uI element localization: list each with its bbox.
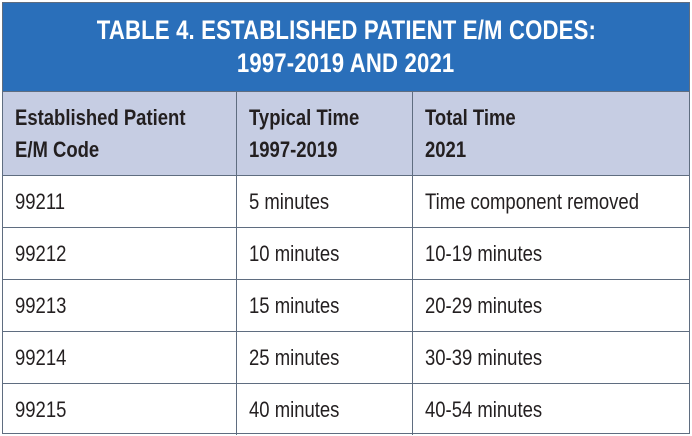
header-row: Established Patient E/M Code Typical Tim… xyxy=(3,92,689,176)
header-typical-line-1: Typical Time xyxy=(248,104,359,130)
cell-code-text: 99213 xyxy=(15,292,67,318)
cell-typical-text: 5 minutes xyxy=(248,188,329,214)
cell-total-text: 30-39 minutes xyxy=(424,344,542,370)
cell-total-text: 20-29 minutes xyxy=(424,292,542,318)
cell-typical-time: 5 minutes xyxy=(235,175,413,228)
table-row: 99214 25 minutes 30-39 minutes xyxy=(3,331,689,384)
table-header: Established Patient E/M Code Typical Tim… xyxy=(3,92,689,176)
cell-typical-time: 25 minutes xyxy=(235,331,413,384)
cell-total-time: 30-39 minutes xyxy=(411,331,689,384)
cell-total-text: 10-19 minutes xyxy=(424,240,542,266)
header-typical-line-2: 1997-2019 xyxy=(248,136,337,162)
cell-code: 99213 xyxy=(3,279,237,332)
cell-typical-text: 25 minutes xyxy=(248,344,339,370)
table-title-bar: TABLE 4. ESTABLISHED PATIENT E/M CODES: … xyxy=(3,3,689,92)
cell-total-time: 40-54 minutes xyxy=(411,383,689,435)
table-row: 99211 5 minutes Time component removed xyxy=(3,175,689,228)
cell-code: 99212 xyxy=(3,227,237,280)
cell-typical-time: 15 minutes xyxy=(235,279,413,332)
header-code-line-2: E/M Code xyxy=(15,136,100,162)
cell-code-text: 99215 xyxy=(15,396,67,422)
cell-code: 99215 xyxy=(3,383,237,435)
table-row: 99213 15 minutes 20-29 minutes xyxy=(3,279,689,332)
cell-total-time: Time component removed xyxy=(411,175,689,228)
cell-total-time: 10-19 minutes xyxy=(411,227,689,280)
header-total-line-2: 2021 xyxy=(424,136,466,162)
cell-code-text: 99212 xyxy=(15,240,67,266)
cell-code-text: 99214 xyxy=(15,344,67,370)
cell-typical-text: 40 minutes xyxy=(248,396,339,422)
cell-code: 99211 xyxy=(3,175,237,228)
cell-typical-text: 15 minutes xyxy=(248,292,339,318)
cell-code: 99214 xyxy=(3,331,237,384)
header-code: Established Patient E/M Code xyxy=(3,92,237,176)
cell-code-text: 99211 xyxy=(15,188,66,214)
header-total-time: Total Time 2021 xyxy=(411,92,689,176)
header-total-line-1: Total Time xyxy=(424,104,516,130)
table-row: 99212 10 minutes 10-19 minutes xyxy=(3,227,689,280)
cell-typical-time: 40 minutes xyxy=(235,383,413,435)
cell-total-time: 20-29 minutes xyxy=(411,279,689,332)
header-code-line-1: Established Patient xyxy=(15,104,186,130)
table-body: 99211 5 minutes Time component removed 9… xyxy=(3,175,689,435)
table-title-line-1: TABLE 4. ESTABLISHED PATIENT E/M CODES: xyxy=(96,15,596,45)
cell-total-text: Time component removed xyxy=(424,188,639,214)
em-codes-table: Established Patient E/M Code Typical Tim… xyxy=(3,92,689,435)
cell-typical-time: 10 minutes xyxy=(235,227,413,280)
cell-total-text: 40-54 minutes xyxy=(424,396,542,422)
cell-typical-text: 10 minutes xyxy=(248,240,339,266)
table-title-line-2: 1997-2019 AND 2021 xyxy=(237,48,455,78)
table-row: 99215 40 minutes 40-54 minutes xyxy=(3,383,689,435)
header-typical-time: Typical Time 1997-2019 xyxy=(235,92,413,176)
